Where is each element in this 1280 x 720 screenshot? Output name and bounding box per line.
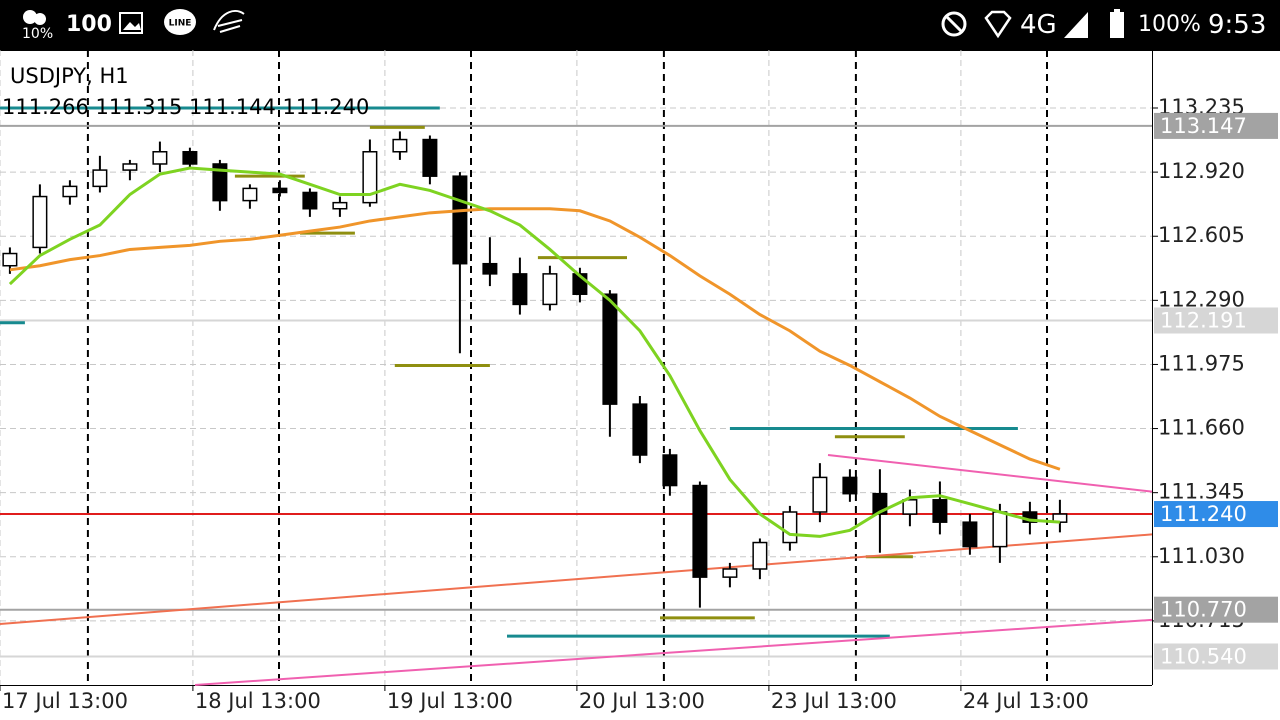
x-tick-label: 18 Jul 13:00 bbox=[195, 689, 321, 713]
candle-body bbox=[332, 201, 348, 210]
price-label: 113.147 bbox=[1160, 114, 1247, 138]
battery-icon bbox=[1110, 12, 1124, 38]
candle-body bbox=[752, 541, 768, 570]
chart[interactable]: 113.235112.920112.605112.290111.975111.6… bbox=[0, 50, 1280, 720]
app-icon bbox=[213, 10, 245, 33]
candle-body bbox=[32, 195, 48, 249]
price-label: 110.540 bbox=[1160, 645, 1247, 669]
y-tick-label: 111.345 bbox=[1158, 480, 1245, 504]
x-tick-label: 17 Jul 13:00 bbox=[2, 689, 128, 713]
candle-body bbox=[722, 568, 738, 578]
signal-icon bbox=[1064, 12, 1088, 38]
candle-body bbox=[272, 187, 288, 194]
candle-body bbox=[902, 499, 918, 515]
candle-body bbox=[812, 476, 828, 513]
battery-level: 100% bbox=[1138, 12, 1201, 37]
candle-body bbox=[2, 252, 18, 267]
y-tick-label: 111.975 bbox=[1158, 351, 1245, 375]
weather-percent: 10% bbox=[22, 26, 54, 42]
notification-count: 100 bbox=[66, 12, 112, 37]
candle-body bbox=[962, 521, 978, 548]
y-tick-label: 112.605 bbox=[1158, 223, 1245, 247]
price-label: 112.191 bbox=[1160, 308, 1247, 332]
price-label-box bbox=[1154, 596, 1278, 623]
candle-body bbox=[452, 175, 468, 265]
candle-body bbox=[842, 476, 858, 495]
price-label: 110.770 bbox=[1160, 598, 1247, 622]
candle-body bbox=[392, 138, 408, 153]
candle-body bbox=[422, 138, 438, 177]
trendline bbox=[194, 618, 1153, 686]
y-tick-label: 111.030 bbox=[1158, 544, 1245, 568]
moving-average bbox=[8, 166, 1061, 538]
status-icons: LINE bbox=[23, 9, 1124, 39]
line-icon bbox=[164, 9, 196, 35]
y-tick-label: 112.920 bbox=[1158, 159, 1245, 183]
y-tick-label: 111.660 bbox=[1158, 416, 1245, 440]
weather-icon-part bbox=[34, 13, 46, 25]
candle-body bbox=[92, 169, 108, 188]
price-label-box bbox=[1154, 307, 1278, 334]
x-tick-label: 19 Jul 13:00 bbox=[387, 689, 513, 713]
chart-background bbox=[0, 50, 1280, 720]
candle-body bbox=[362, 151, 378, 204]
candle-body bbox=[62, 185, 78, 198]
symbol-title: USDJPY, H1 bbox=[10, 64, 129, 88]
y-tick-label: 112.290 bbox=[1158, 287, 1245, 311]
price-label-box bbox=[1154, 112, 1278, 139]
price-label-box bbox=[1154, 501, 1278, 528]
price-label-box bbox=[1154, 643, 1278, 670]
candle-body bbox=[122, 163, 138, 171]
status-bar: LINE 10% 100 4G 100% 9:53 bbox=[0, 0, 1280, 50]
clock: 9:53 bbox=[1208, 10, 1267, 40]
moving-average bbox=[9, 207, 1061, 471]
trendline bbox=[0, 533, 1153, 625]
candle-body bbox=[482, 262, 498, 275]
dnd-icon bbox=[941, 11, 967, 37]
weather-icon bbox=[23, 10, 37, 24]
gallery-icon-part bbox=[123, 22, 141, 30]
candle-body bbox=[182, 151, 198, 165]
dnd-icon-part bbox=[944, 14, 964, 34]
candle-body bbox=[302, 191, 318, 210]
candle-body bbox=[782, 511, 798, 544]
x-tick-label: 23 Jul 13:00 bbox=[771, 689, 897, 713]
ohlc-text: 111.266 111.315 111.144 111.240 bbox=[2, 95, 369, 119]
candle-body bbox=[602, 293, 618, 405]
candle-body bbox=[992, 511, 1008, 548]
candle-body bbox=[692, 484, 708, 578]
candle-body bbox=[932, 499, 948, 523]
gallery-icon bbox=[119, 12, 143, 34]
x-tick-label: 20 Jul 13:00 bbox=[579, 689, 705, 713]
candle-body bbox=[212, 163, 228, 202]
x-tick-label: 24 Jul 13:00 bbox=[963, 689, 1089, 713]
candle-body bbox=[242, 187, 258, 202]
network-type: 4G bbox=[1020, 10, 1057, 40]
wifi-icon bbox=[984, 10, 1012, 39]
candle-body bbox=[632, 403, 648, 456]
candle-body bbox=[662, 454, 678, 487]
candle-body bbox=[152, 151, 168, 165]
candle-body bbox=[512, 273, 528, 306]
price-label: 111.240 bbox=[1160, 502, 1247, 526]
trendline bbox=[827, 454, 1153, 493]
line-icon-text: LINE bbox=[169, 19, 192, 29]
candle-body bbox=[542, 273, 558, 306]
battery-cap bbox=[1114, 9, 1120, 13]
candle-body bbox=[1052, 513, 1068, 523]
